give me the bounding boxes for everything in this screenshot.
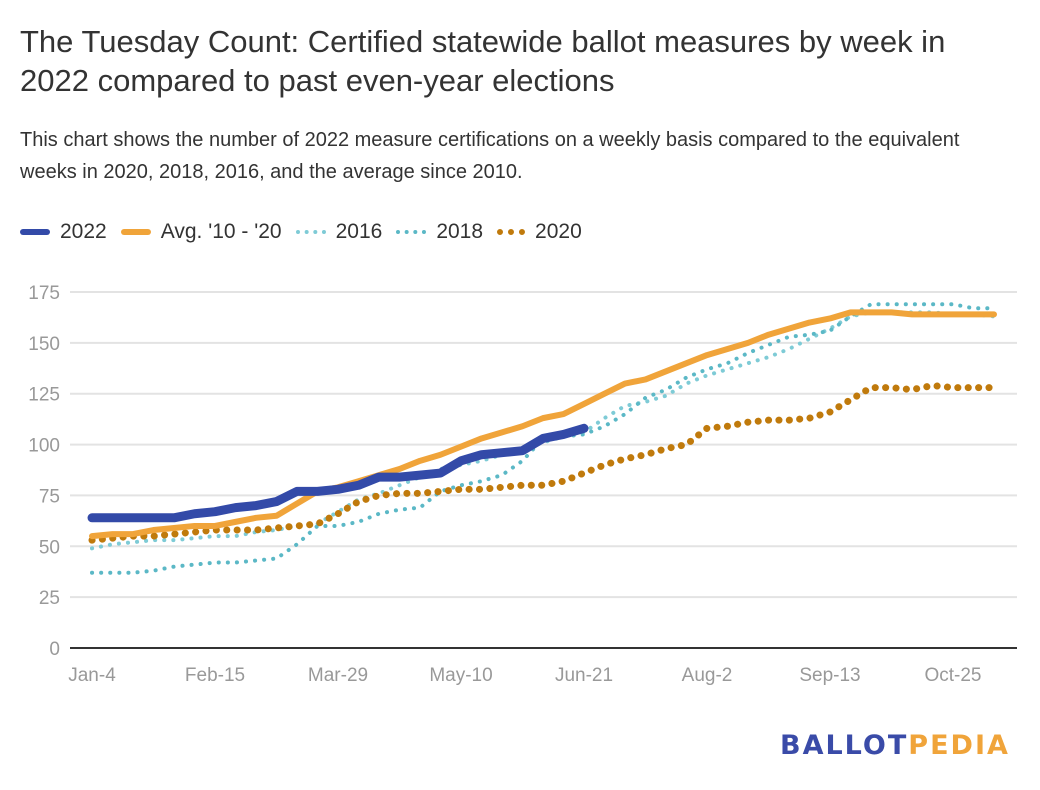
y-tick-label-175: 175 (28, 283, 60, 304)
legend-item-2018[interactable]: 2018 (396, 220, 483, 244)
chart-title: The Tuesday Count: Certified statewide b… (20, 24, 946, 98)
chart-subtitle: This chart shows the number of 2022 meas… (20, 129, 960, 183)
x-tick-label-Sep-13: Sep-13 (799, 665, 860, 686)
x-tick-label-May-10: May-10 (429, 665, 492, 686)
legend-item-2020[interactable]: 2020 (497, 220, 582, 244)
y-tick-label-125: 125 (28, 385, 60, 406)
legend-item-2016[interactable]: 2016 (295, 220, 383, 244)
x-tick-label-Feb-15: Feb-15 (185, 665, 245, 686)
legend-swatch-2020 (497, 229, 526, 235)
y-tick-label-50: 50 (39, 537, 60, 558)
legend-swatch-2022 (20, 229, 50, 235)
legend-label-2018: 2018 (436, 220, 484, 243)
x-tick-label-Oct-25: Oct-25 (924, 665, 981, 686)
y-tick-label-75: 75 (39, 486, 60, 507)
legend-item-avg[interactable]: Avg. '10 - '20 (120, 220, 282, 244)
x-tick-label-Jun-21: Jun-21 (555, 665, 613, 686)
y-tick-label-0: 0 (49, 639, 60, 660)
logo-part-pedia: PEDIA (908, 730, 1010, 761)
logo-part-ballot: BALLOT (780, 730, 909, 761)
ballotpedia-logo: BALLOTPEDIA (780, 730, 1010, 761)
legend-item-2022[interactable]: 2022 (20, 220, 107, 244)
series-line-avg-10-20 (89, 309, 997, 540)
legend-label-2022: 2022 (60, 220, 107, 243)
y-tick-label-150: 150 (28, 334, 60, 355)
x-tick-label-Aug-2: Aug-2 (682, 665, 733, 686)
legend-swatch-2016 (295, 230, 326, 234)
legend-label-2020: 2020 (535, 220, 582, 243)
legend: 2022 Avg. '10 - '20 2016 2018 2020 (20, 220, 596, 244)
legend-swatch-avg (120, 229, 151, 235)
series-line-2022 (87, 423, 589, 523)
legend-swatch-2018 (396, 230, 427, 234)
series-line-2020 (88, 382, 998, 544)
x-tick-label-Jan-4: Jan-4 (68, 665, 116, 686)
legend-label-2016: 2016 (335, 220, 383, 243)
y-tick-label-100: 100 (28, 436, 60, 457)
x-tick-label-Mar-29: Mar-29 (308, 665, 368, 686)
legend-label-avg: Avg. '10 - '20 (160, 220, 282, 243)
y-tick-label-25: 25 (39, 588, 60, 609)
